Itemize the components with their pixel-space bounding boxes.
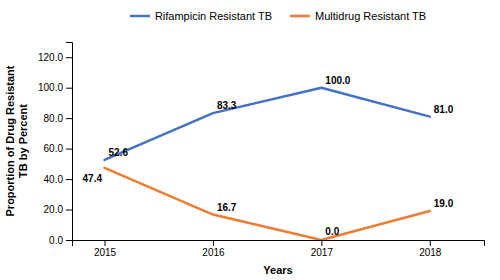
x-tick-label: 2015: [94, 247, 117, 258]
y-tick-mark: [66, 88, 72, 89]
y-tick-mark: [66, 118, 72, 119]
legend-swatch: [290, 15, 310, 18]
x-tick: 2016: [202, 240, 225, 258]
data-label: 47.4: [83, 173, 103, 184]
data-label: 81.0: [434, 104, 454, 115]
y-tick-label: 20.0: [44, 204, 64, 215]
x-axis-title: Years: [263, 264, 292, 276]
y-tick: 100.0: [38, 82, 72, 93]
x-tick: 2017: [311, 240, 334, 258]
y-tick-label: 60.0: [44, 143, 64, 154]
legend-item: Rifampicin Resistant TB: [130, 10, 272, 22]
y-tick: 60.0: [44, 143, 72, 154]
series-line: [105, 168, 430, 240]
y-tick: 0.0: [49, 235, 72, 246]
x-tick: 2018: [419, 240, 442, 258]
x-tick-mark: [430, 240, 431, 246]
y-tick: 20.0: [44, 204, 72, 215]
y-axis: 0.0 20.0 40.0 60.0 80.0 100.0 120.0: [38, 43, 73, 246]
y-tick: 120.0: [38, 52, 72, 63]
data-label: 83.3: [217, 100, 237, 111]
legend: Rifampicin Resistant TB Multidrug Resista…: [130, 10, 426, 22]
series-line: [105, 88, 430, 160]
y-tick-mark: [66, 149, 72, 150]
data-label: 100.0: [325, 75, 350, 86]
legend-swatch: [130, 15, 150, 18]
x-tick-label: 2016: [202, 247, 225, 258]
chart: 2015 2016 2017 2018 0.0 20.0 40.0 60.0 80.0 100.0…: [0, 0, 500, 280]
plot-marks: [105, 88, 430, 240]
y-tick: 80.0: [44, 113, 72, 124]
legend-label: Multidrug Resistant TB: [315, 10, 426, 22]
y-axis-title: Proportion of Drug ResistantTB by Percen…: [4, 65, 29, 216]
y-tick: 40.0: [44, 174, 72, 185]
x-axis-line: [73, 241, 485, 247]
x-tick: 2015: [94, 240, 117, 258]
x-tick-mark: [213, 240, 214, 246]
y-tick-label: 80.0: [44, 113, 64, 124]
data-label: 16.7: [217, 202, 237, 213]
x-tick-label: 2017: [311, 247, 334, 258]
data-label: 19.0: [434, 198, 454, 209]
data-label: 52.6: [109, 147, 129, 158]
y-tick-label: 40.0: [44, 174, 64, 185]
y-axis-line: [66, 43, 73, 241]
legend-label: Rifampicin Resistant TB: [155, 10, 272, 22]
y-tick-mark: [66, 210, 72, 211]
x-axis: 2015 2016 2017 2018: [73, 240, 485, 258]
x-tick-label: 2018: [419, 247, 442, 258]
y-tick-label: 100.0: [38, 82, 63, 93]
y-tick-mark: [66, 240, 72, 241]
y-tick-label: 0.0: [49, 235, 63, 246]
data-label: 0.0: [325, 226, 339, 237]
x-tick-mark: [321, 240, 322, 246]
y-tick-mark: [66, 57, 72, 58]
legend-item: Multidrug Resistant TB: [290, 10, 426, 22]
x-tick-mark: [105, 240, 106, 246]
y-tick-label: 120.0: [38, 52, 63, 63]
data-labels: 52.6 83.3 100.0 81.0 47.4 16.7 0.0 19.0: [83, 75, 454, 237]
y-tick-mark: [66, 179, 72, 180]
